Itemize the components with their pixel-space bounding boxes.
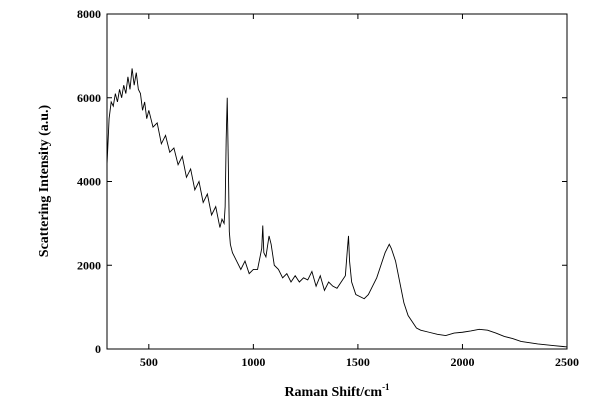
spectrum-line [106, 68, 568, 348]
y-tick-label: 2000 [77, 258, 101, 272]
x-axis-title-text: Raman Shift/cm [284, 385, 382, 400]
x-tick-label: 1000 [241, 355, 265, 369]
y-tick-label: 8000 [77, 7, 101, 21]
x-tick-label: 2000 [450, 355, 474, 369]
x-axis-title: Raman Shift/cm-1 [284, 382, 390, 400]
plot-frame [106, 13, 568, 350]
y-tick-label: 0 [95, 342, 101, 356]
x-axis-title-sup: -1 [382, 382, 390, 392]
y-axis-title: Scattering Intensity (a.u.) [37, 104, 52, 257]
x-tick-label: 2500 [555, 355, 579, 369]
x-tick-label: 1500 [346, 355, 370, 369]
x-tick-label: 500 [140, 355, 158, 369]
y-tick-label: 4000 [77, 175, 101, 189]
y-tick-label: 6000 [77, 91, 101, 105]
